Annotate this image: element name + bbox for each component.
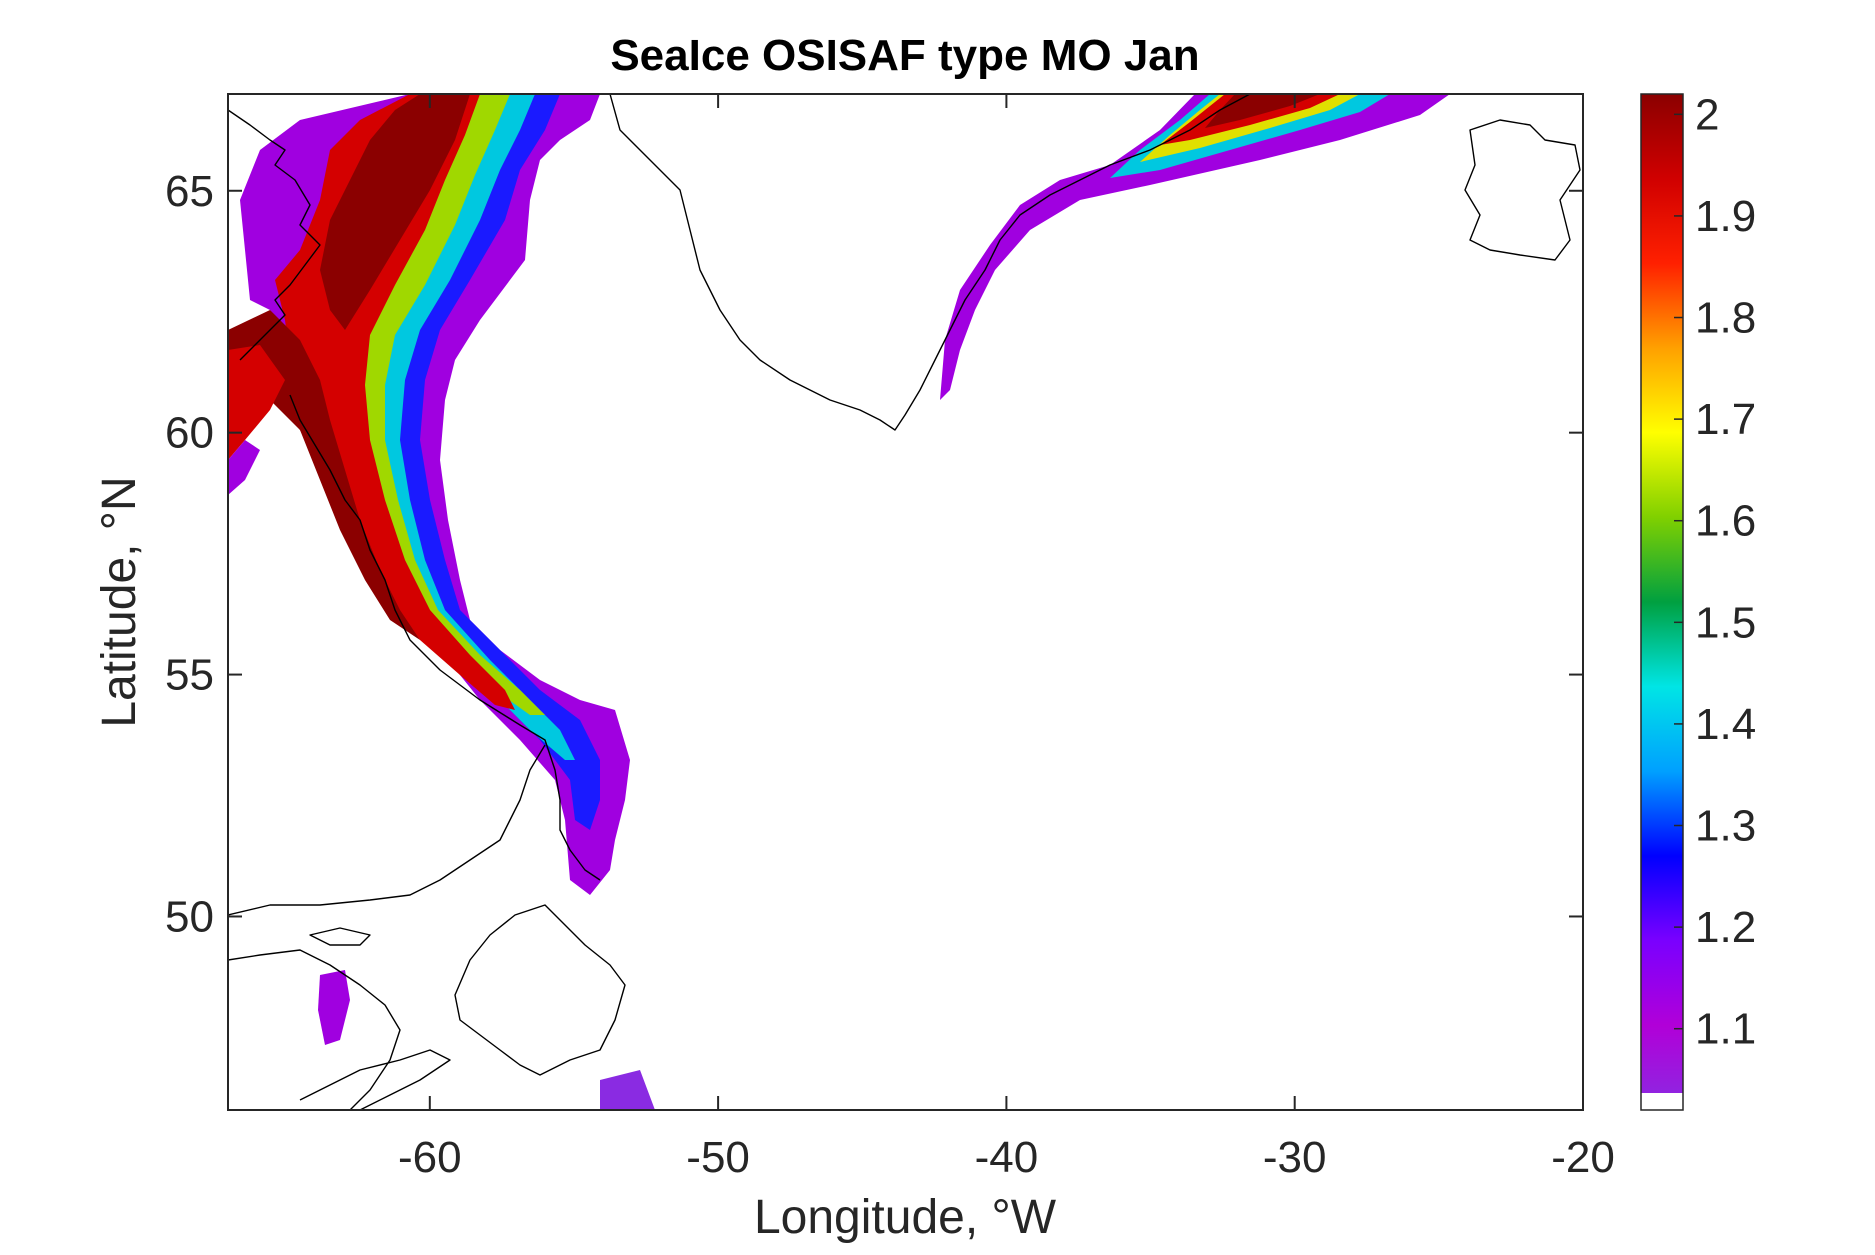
- colorbar: 1.1 1.2 1.3 1.4 1.5 1.6 1.7 1.8 1.9 2: [1640, 90, 1756, 1111]
- chart-title: SeaIce OSISAF type MO Jan: [610, 31, 1199, 80]
- coastline-nova-scotia: [299, 1049, 451, 1110]
- colorbar-tick-label: 1.1: [1695, 1005, 1756, 1054]
- colorbar-tick-label: 1.3: [1695, 802, 1756, 851]
- y-axis-label: Latitude, °N: [93, 476, 146, 727]
- y-tick-label: 60: [165, 409, 214, 458]
- y-axis-ticks: 50 55 60 65: [165, 167, 1583, 941]
- colorbar-tick-label: 1.7: [1695, 395, 1756, 444]
- ice-west-patch-edge: [228, 440, 260, 495]
- ice-east-greenland-cyan: [1110, 94, 1390, 178]
- y-tick-label: 55: [165, 651, 214, 700]
- ice-west-patch: [228, 345, 285, 460]
- ice-south-patch: [600, 1070, 655, 1110]
- coastline-greenland: [609, 94, 1251, 431]
- y-tick-label: 50: [165, 892, 214, 941]
- colorbar-white-cell: [1641, 1093, 1683, 1110]
- colorbar-tick-label: 1.6: [1695, 497, 1756, 546]
- coastlines: [228, 94, 1581, 1110]
- colorbar-tick-label: 2: [1695, 90, 1719, 139]
- x-tick-label: -20: [1551, 1133, 1615, 1182]
- colorbar-tick-label: 1.8: [1695, 294, 1756, 343]
- ice-gulf-patch: [318, 970, 350, 1045]
- sea-ice-field: [228, 94, 1450, 1110]
- y-tick-label: 65: [165, 167, 214, 216]
- colorbar-tick-label: 1.4: [1695, 700, 1756, 749]
- x-tick-label: -50: [686, 1133, 750, 1182]
- coastline-quebec: [228, 744, 546, 916]
- x-tick-label: -40: [975, 1133, 1039, 1182]
- x-tick-label: -30: [1263, 1133, 1327, 1182]
- coastline-anticosti: [309, 927, 371, 946]
- x-tick-label: -60: [398, 1133, 462, 1182]
- coastline-gulf-shore: [228, 949, 401, 1110]
- x-axis-label: Longitude, °W: [754, 1191, 1057, 1244]
- colorbar-frame: [1640, 93, 1684, 1111]
- colorbar-gradient: [1641, 94, 1683, 1110]
- x-axis-ticks: -60 -50 -40 -30 -20: [398, 94, 1615, 1182]
- coastline-baffin: [228, 109, 321, 361]
- coastline-labrador: [289, 394, 601, 881]
- colorbar-tick-label: 1.2: [1695, 903, 1756, 952]
- colorbar-tick-label: 1.5: [1695, 598, 1756, 647]
- ice-east-greenland-yellow: [1140, 94, 1360, 162]
- colorbar-ticks: 1.1 1.2 1.3 1.4 1.5 1.6 1.7 1.8 1.9 2: [1674, 90, 1756, 1054]
- coastline-iceland: [1464, 119, 1581, 261]
- ice-green-yellow-band: [325, 94, 545, 715]
- colorbar-tick-label: 1.9: [1695, 192, 1756, 241]
- coastline-newfoundland: [454, 904, 626, 1076]
- axes-frame: [227, 93, 1584, 1111]
- ice-darkred-core: [320, 94, 470, 330]
